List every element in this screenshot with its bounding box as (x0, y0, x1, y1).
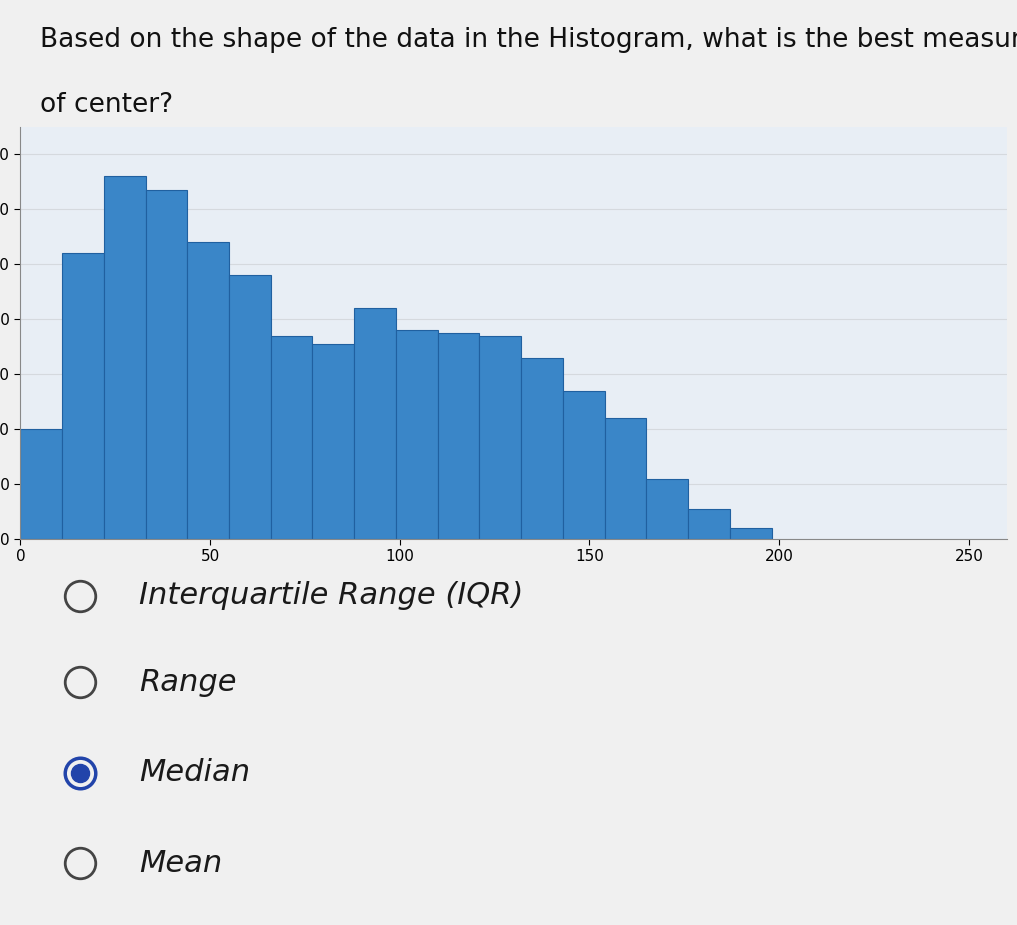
Text: of center?: of center? (40, 92, 173, 117)
Bar (104, 177, 145, 539)
Bar (521, 358, 563, 539)
Bar (437, 333, 479, 539)
Bar (479, 336, 521, 539)
Bar (647, 478, 689, 539)
Bar (730, 528, 772, 539)
Bar (145, 191, 187, 539)
Text: Median: Median (138, 758, 250, 787)
Bar (20, 429, 62, 539)
Bar (354, 308, 396, 539)
Bar (312, 344, 354, 539)
Bar (605, 418, 647, 539)
Text: Range: Range (138, 668, 236, 697)
Text: Based on the shape of the data in the Histogram, what is the best measure: Based on the shape of the data in the Hi… (40, 27, 1017, 53)
Bar (563, 390, 605, 539)
Bar (689, 509, 730, 539)
Bar (396, 330, 437, 539)
Bar (229, 276, 271, 539)
Bar (187, 242, 229, 539)
Text: Mean: Mean (138, 848, 222, 878)
Bar (271, 336, 312, 539)
Bar (62, 253, 104, 539)
Text: Interquartile Range (IQR): Interquartile Range (IQR) (138, 581, 523, 610)
